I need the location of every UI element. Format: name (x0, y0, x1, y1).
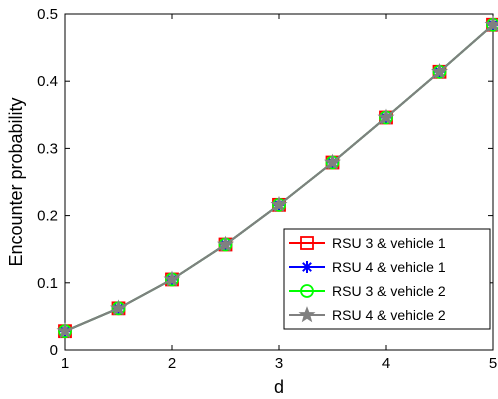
y-axis-label: Encounter probability (6, 97, 26, 266)
data-point (56, 322, 74, 339)
x-tick-label: 4 (382, 355, 390, 372)
star-marker (484, 15, 498, 32)
square-marker (300, 236, 314, 250)
star-marker (298, 306, 316, 323)
legend-label: RSU 4 & vehicle 2 (332, 307, 446, 323)
axis-tick-labels: 1 2 3 4 5 0 0.1 0.2 0.3 0.4 0.5 (37, 6, 497, 372)
star-marker (324, 153, 341, 170)
legend-box (283, 228, 491, 330)
y-tick-label: 0 (50, 342, 58, 359)
data-point (484, 15, 498, 32)
data-point (163, 270, 181, 287)
legend-item: RSU 4 & vehicle 2 (289, 306, 446, 323)
x-tick-label: 1 (61, 355, 69, 372)
star-marker (431, 62, 448, 80)
star-marker (110, 299, 127, 316)
legend-label: RSU 3 & vehicle 1 (332, 235, 446, 251)
data-point (217, 235, 234, 252)
legend-item: RSU 3 & vehicle 1 (289, 235, 446, 251)
data-point (377, 108, 395, 125)
legend: RSU 3 & vehicle 1 RSU 4 & vehicle 1 RSU 3 … (283, 228, 491, 330)
star-marker (56, 322, 74, 339)
x-tick-label: 5 (489, 355, 497, 372)
legend-item: RSU 4 & vehicle 1 (289, 259, 446, 275)
data-point (110, 299, 127, 316)
asterisk-marker (301, 261, 313, 273)
y-tick-label: 0.4 (37, 73, 58, 90)
y-tick-label: 0.3 (37, 140, 58, 157)
series-group (56, 15, 498, 339)
circle-marker (300, 284, 314, 298)
star-marker (377, 108, 395, 125)
star-marker (217, 235, 234, 252)
x-tick-label: 3 (275, 355, 283, 372)
star-marker (163, 270, 181, 287)
star-marker (270, 195, 288, 213)
data-point (270, 195, 288, 213)
legend-label: RSU 3 & vehicle 2 (332, 283, 446, 299)
data-point (431, 62, 448, 80)
x-tick-label: 2 (168, 355, 176, 372)
y-tick-label: 0.1 (37, 275, 58, 292)
y-tick-label: 0.2 (37, 208, 58, 225)
series-4 (56, 15, 498, 339)
legend-label: RSU 4 & vehicle 1 (332, 259, 446, 275)
data-point (324, 153, 341, 170)
y-tick-label: 0.5 (37, 6, 58, 23)
x-axis-label: d (274, 377, 284, 397)
legend-item: RSU 3 & vehicle 2 (289, 283, 446, 299)
